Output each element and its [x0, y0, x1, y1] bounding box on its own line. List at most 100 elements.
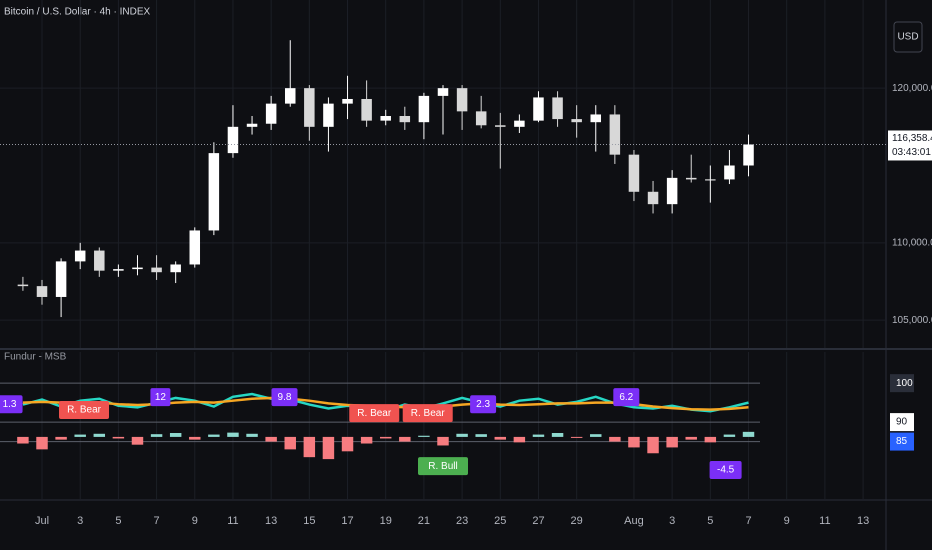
candle-body [514, 120, 525, 127]
histogram-bar [189, 436, 201, 440]
histogram-bar [742, 431, 755, 437]
chart-title: Bitcoin / U.S. Dollar · 4h · INDEX [4, 7, 150, 18]
histogram-bar [570, 436, 583, 438]
candle-body [151, 267, 162, 273]
histogram-bar [513, 436, 526, 443]
y-tick-box [890, 413, 914, 432]
annotation-box [402, 404, 453, 423]
candle-body [55, 261, 67, 297]
annotation-label: -4.5 [717, 465, 735, 476]
y-tick-label: 120,000.00 [892, 83, 932, 94]
x-tick-label: 15 [303, 515, 315, 527]
x-tick-label: 3 [77, 515, 83, 527]
x-tick-label: 19 [380, 515, 392, 527]
histogram-bar [36, 436, 48, 450]
x-tick-label: 21 [418, 515, 430, 527]
candle-body [647, 191, 659, 205]
histogram-bar [723, 434, 736, 437]
annotation-label: R. Bull [428, 461, 457, 472]
candle-body [666, 177, 678, 205]
histogram-bar [456, 433, 468, 437]
x-tick-label: 13 [265, 515, 277, 527]
currency-label: USD [897, 32, 918, 43]
annotation-label: 12 [155, 392, 167, 403]
histogram-bar [418, 435, 430, 437]
annotation-box [613, 388, 640, 407]
histogram-bar [532, 434, 545, 437]
histogram-bar [360, 436, 373, 444]
x-tick-label: 25 [494, 515, 506, 527]
y-tick-label: 90 [896, 417, 908, 428]
currency-button[interactable] [893, 21, 923, 53]
candle-body [437, 88, 449, 96]
candle-body [132, 267, 143, 270]
candle-body [113, 269, 124, 271]
candle-body [17, 284, 29, 287]
candle-body [571, 119, 582, 123]
candle-body [418, 95, 430, 123]
x-tick-label: 9 [784, 515, 790, 527]
histogram-bar [265, 436, 277, 442]
histogram-bar [494, 436, 507, 440]
y-tick-label: 110,000.00 [892, 237, 932, 248]
data-layer: 1.3 R. Bear 12 9.8 R. Bear R. Bear R. Bull 2.3 6… [0, 40, 886, 480]
y-tick-box [890, 432, 914, 451]
candle-body [74, 250, 86, 262]
candle-body [724, 165, 735, 180]
histogram-bar [17, 436, 29, 444]
histogram-bar [685, 436, 697, 440]
y-tick-label: 100 [896, 378, 913, 389]
x-tick-label: 5 [707, 515, 713, 527]
histogram-bar [590, 434, 602, 437]
x-tick-label: 17 [341, 515, 353, 527]
candle-body [304, 88, 315, 127]
candle-body [628, 154, 640, 192]
x-tick-label: 13 [857, 515, 869, 527]
histogram-bar [55, 436, 67, 440]
annotation-label: 2.3 [476, 399, 490, 410]
x-tick-label: 9 [192, 515, 198, 527]
last-price-label: 116,358.43 [892, 133, 932, 144]
histogram-bar [284, 436, 296, 450]
annotation-label: 1.3 [3, 399, 17, 410]
candle-body [342, 98, 353, 104]
candle-body [743, 144, 754, 166]
histogram-bar [437, 436, 449, 446]
annotation-label: 6.2 [619, 392, 633, 403]
annotation-box [418, 457, 468, 476]
annotation-box [349, 404, 400, 423]
annotation-box [0, 395, 23, 414]
histogram-bar [150, 434, 163, 437]
candle-body [36, 286, 48, 297]
candle-body [399, 116, 411, 123]
histogram-bar [303, 436, 316, 458]
annotation-box [59, 401, 110, 420]
histogram-bar [208, 434, 220, 437]
histogram-bar [475, 434, 487, 437]
x-tick-label: 23 [456, 515, 468, 527]
histogram-bar [628, 436, 640, 448]
annotation-box [271, 388, 298, 407]
annotation-label: R. Bear [411, 408, 446, 419]
candle-body [170, 264, 181, 273]
x-tick-label: 29 [571, 515, 583, 527]
x-tick-label: Aug [624, 515, 644, 527]
histogram-bar [647, 436, 659, 454]
histogram-bar [169, 433, 182, 437]
candle-body [361, 98, 372, 121]
candle-body [227, 126, 239, 154]
candle-body [284, 88, 296, 104]
histogram-bar [74, 434, 86, 437]
candle-body [609, 114, 621, 155]
annotation-label: R. Bear [357, 408, 392, 419]
candle-body [552, 97, 563, 120]
histogram-bar [93, 433, 106, 437]
histogram-bar [666, 436, 678, 448]
x-tick-label: 11 [227, 515, 238, 527]
x-tick-label: 27 [532, 515, 544, 527]
histogram-bar [227, 432, 239, 437]
histogram-bar [704, 436, 717, 443]
candle-body [705, 179, 716, 181]
